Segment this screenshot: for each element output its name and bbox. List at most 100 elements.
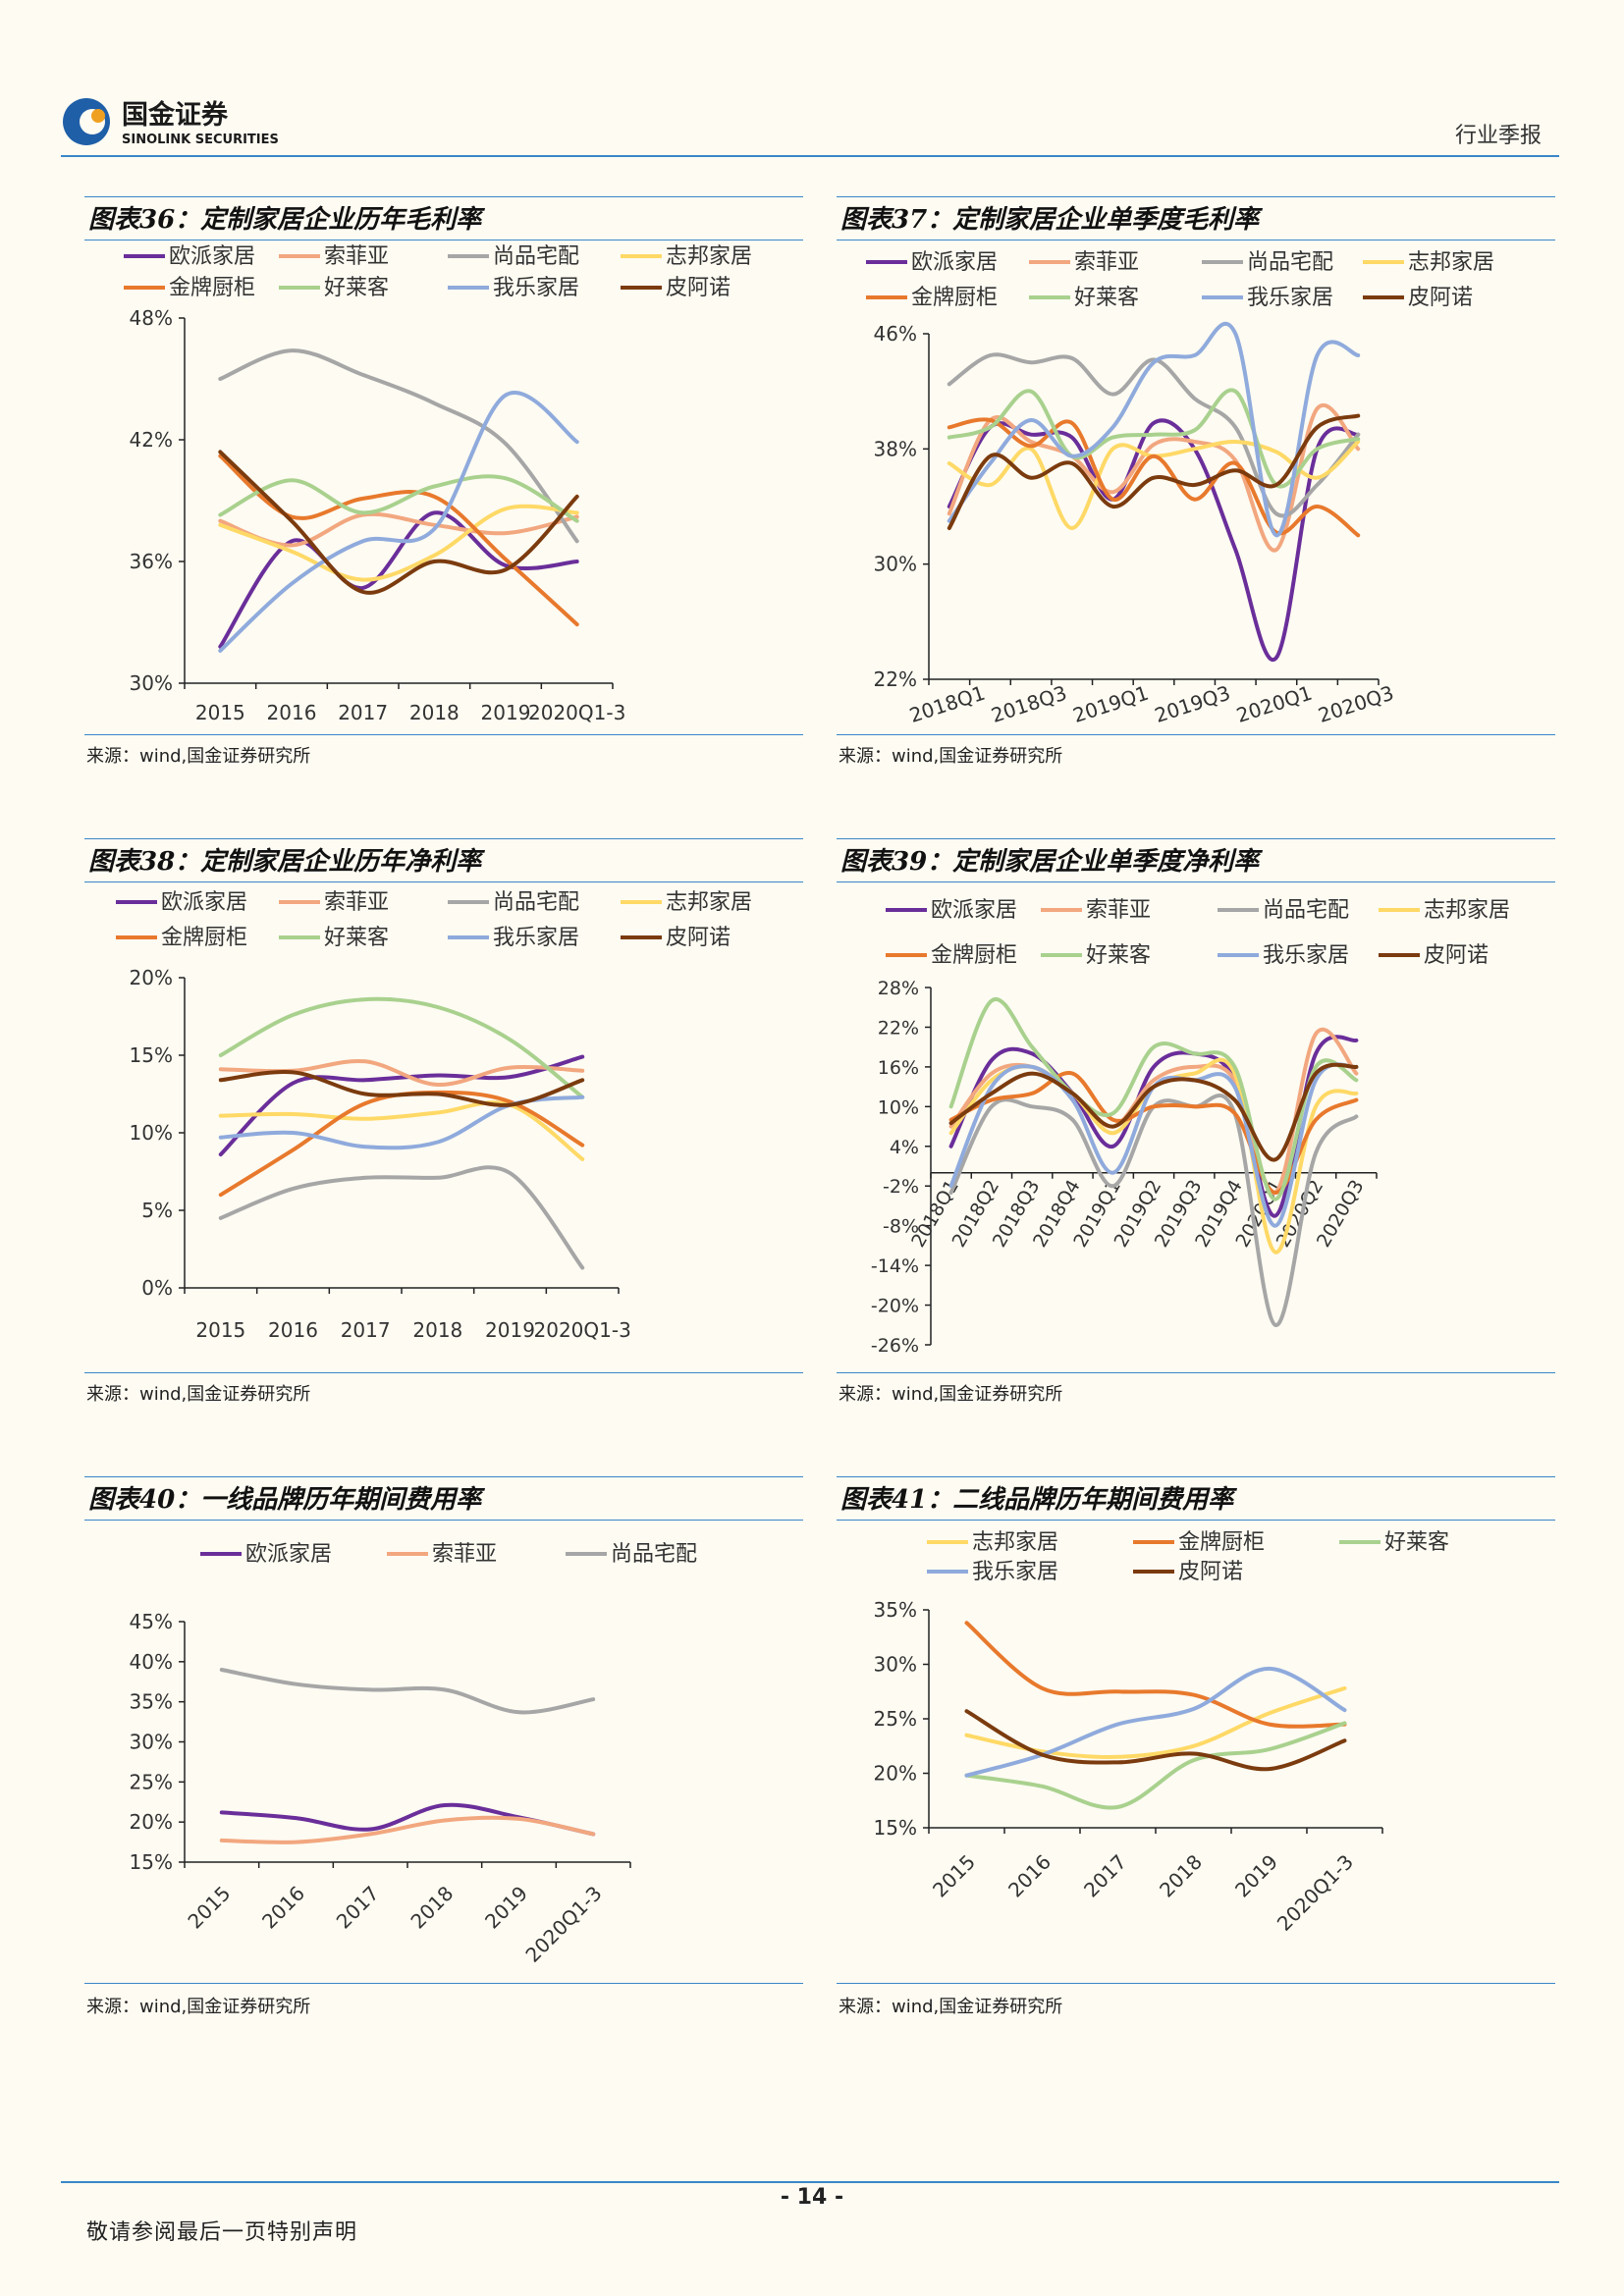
x-tick-label: 2015 <box>195 1318 245 1342</box>
legend-label: 皮阿诺 <box>666 926 731 950</box>
x-tick-label: 2015 <box>928 1850 980 1902</box>
y-tick-label: 25% <box>874 1707 917 1731</box>
y-tick-label: 25% <box>130 1770 173 1793</box>
x-tick-label: 2019Q3 <box>1152 681 1233 727</box>
legend-item-皮阿诺: 皮阿诺 <box>1379 943 1489 968</box>
legend-label: 我乐家居 <box>1247 286 1333 310</box>
legend-label: 金牌厨柜 <box>931 943 1017 968</box>
y-tick-label: 15% <box>874 1816 917 1840</box>
figure-40-chart: 欧派家居 索菲亚 尚品宅配 15% 20% 25% 30% 35% 40% 45% 2015 2016… <box>130 1542 697 1967</box>
y-tick-label: 20% <box>130 966 173 989</box>
series-line-我乐家居 <box>218 1095 585 1150</box>
figure-40-title: 图表40：一线品牌历年期间费用率 <box>88 1485 482 1515</box>
sinolink-logo: 国金证券 SINOLINK SECURITIES <box>63 98 279 147</box>
legend-item-索菲亚: 索菲亚 <box>387 1542 497 1567</box>
figure-41-title: 图表41：二线品牌历年期间费用率 <box>840 1485 1234 1515</box>
legend-label: 欧派家居 <box>911 250 998 275</box>
figure-36-source: 来源：wind,国金证券研究所 <box>86 746 311 767</box>
y-tick-label: 22% <box>874 667 917 691</box>
x-tick-label: 2018 <box>412 1318 462 1342</box>
legend-label: 皮阿诺 <box>1178 1560 1243 1584</box>
y-tick-label: 30% <box>874 1653 917 1677</box>
series-line-好莱客 <box>948 997 1359 1201</box>
series-line-志邦家居 <box>218 1100 585 1161</box>
x-tick-label: 2018Q1 <box>906 681 988 727</box>
x-tick-label: 2019 <box>1230 1850 1282 1902</box>
legend-label: 好莱客 <box>1086 943 1151 968</box>
legend-item-好莱客: 好莱客 <box>1041 943 1151 968</box>
legend-item-尚品宅配: 尚品宅配 <box>1202 250 1333 275</box>
legend-item-金牌厨柜: 金牌厨柜 <box>866 286 998 310</box>
x-tick-label: 2019 <box>480 1882 532 1934</box>
x-tick-label: 2016 <box>267 701 317 724</box>
y-tick-label: 35% <box>130 1690 173 1714</box>
figure-37-title: 图表37：定制家居企业单季度毛利率 <box>840 205 1260 235</box>
y-tick-label: 35% <box>874 1598 917 1622</box>
series-line-金牌厨柜 <box>947 417 1361 538</box>
series-line-志邦家居 <box>218 504 579 582</box>
y-tick-label: 20% <box>874 1762 917 1786</box>
y-tick-label: 15% <box>130 1850 173 1874</box>
company-name-en: SINOLINK SECURITIES <box>122 133 279 147</box>
legend-item-皮阿诺: 皮阿诺 <box>621 276 731 300</box>
series-line-尚品宅配 <box>218 348 579 544</box>
figure-41-source: 来源：wind,国金证券研究所 <box>839 1997 1063 2017</box>
legend-label: 好莱客 <box>1384 1530 1449 1555</box>
legend-item-金牌厨柜: 金牌厨柜 <box>116 926 247 950</box>
legend-item-好莱客: 好莱客 <box>1339 1530 1449 1555</box>
y-tick-label: 22% <box>878 1017 919 1039</box>
legend-label: 我乐家居 <box>972 1560 1058 1584</box>
series-line-索菲亚 <box>947 403 1361 553</box>
x-tick-label: 2015 <box>183 1882 235 1934</box>
y-tick-label: 30% <box>130 1731 173 1754</box>
y-tick-label: -26% <box>871 1335 919 1357</box>
legend-item-尚品宅配: 尚品宅配 <box>566 1542 697 1567</box>
series-line-索菲亚 <box>218 511 579 548</box>
y-tick-label: 4% <box>890 1137 919 1158</box>
y-tick-label: 5% <box>141 1199 173 1222</box>
figure-36-title: 图表36：定制家居企业历年毛利率 <box>88 205 482 235</box>
figure-39-source: 来源：wind,国金证券研究所 <box>839 1384 1063 1405</box>
legend-label: 志邦家居 <box>666 244 752 269</box>
legend-item-志邦家居: 志邦家居 <box>1363 250 1494 275</box>
x-tick-label: 2017 <box>338 701 388 724</box>
legend-item-索菲亚: 索菲亚 <box>279 244 389 269</box>
legend-label: 索菲亚 <box>324 244 389 269</box>
footer-rule <box>61 2181 1559 2183</box>
series-line-我乐家居 <box>947 322 1361 538</box>
legend-label: 金牌厨柜 <box>161 926 247 950</box>
report-type: 行业季报 <box>1454 124 1542 148</box>
x-tick-label: 2020Q1-3 <box>534 1318 631 1342</box>
x-tick-label: 2016 <box>1003 1850 1056 1902</box>
figure-37-source: 来源：wind,国金证券研究所 <box>839 746 1063 767</box>
legend-item-志邦家居: 志邦家居 <box>1379 898 1510 923</box>
y-tick-label: 10% <box>130 1121 173 1145</box>
legend-label: 好莱客 <box>1074 286 1139 310</box>
series-line-索菲亚 <box>219 1815 596 1844</box>
legend-label: 索菲亚 <box>432 1542 497 1567</box>
x-tick-label: 2016 <box>268 1318 318 1342</box>
series-line-皮阿诺 <box>948 1062 1359 1162</box>
y-tick-label: 45% <box>130 1610 173 1633</box>
legend-item-欧派家居: 欧派家居 <box>866 250 998 275</box>
legend-label: 尚品宅配 <box>1247 250 1333 275</box>
y-tick-label: 20% <box>130 1810 173 1834</box>
page-number: - 14 - <box>780 2185 844 2210</box>
legend-label: 志邦家居 <box>1424 898 1510 923</box>
x-tick-label: 2015 <box>195 701 245 724</box>
legend-label: 金牌厨柜 <box>1178 1530 1265 1555</box>
series-line-皮阿诺 <box>218 450 579 595</box>
x-tick-label: 2020Q1-3 <box>1272 1850 1358 1936</box>
legend-label: 皮阿诺 <box>1424 943 1489 968</box>
x-tick-label: 2020Q3 <box>1316 681 1397 727</box>
figure-38-title: 图表38：定制家居企业历年净利率 <box>88 847 482 877</box>
series-line-欧派家居 <box>218 510 579 649</box>
legend-item-欧派家居: 欧派家居 <box>116 890 247 915</box>
legend-item-欧派家居: 欧派家居 <box>886 898 1017 923</box>
legend-item-金牌厨柜: 金牌厨柜 <box>124 276 255 300</box>
y-tick-label: 10% <box>878 1096 919 1118</box>
series-line-皮阿诺 <box>947 413 1361 530</box>
